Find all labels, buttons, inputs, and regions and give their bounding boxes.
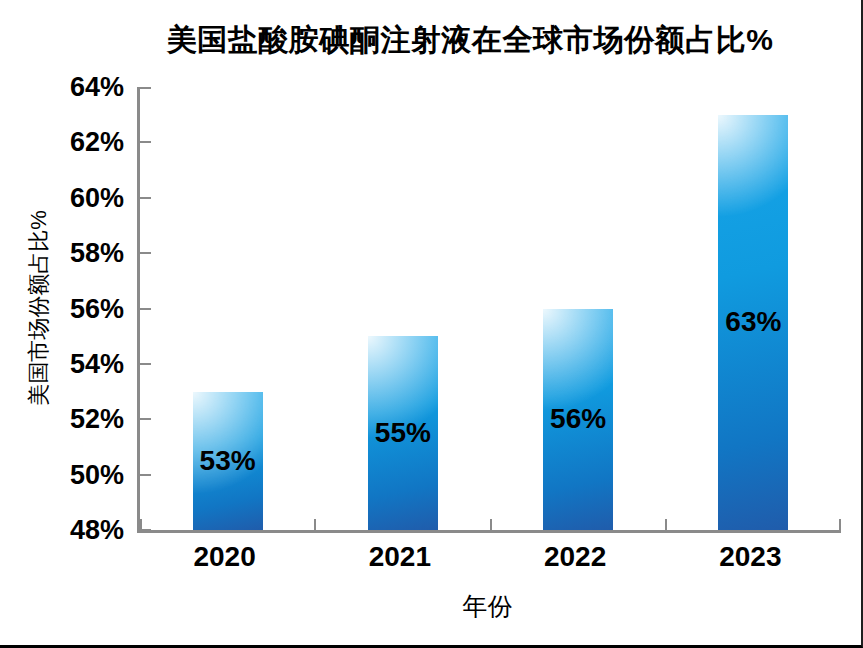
x-axis-tick: [490, 519, 492, 530]
x-axis-tick-label-2023: 2023: [680, 541, 820, 573]
y-axis-tick-label: 64%: [0, 74, 124, 101]
y-axis-tick-label: 62%: [0, 129, 124, 156]
bar-2023: 63%: [718, 115, 788, 530]
bar-value-label: 56%: [550, 403, 606, 435]
y-axis-tick-label: 54%: [0, 351, 124, 378]
y-axis-tick: [140, 418, 151, 420]
plot-area: 53% 55% 56% 63%: [137, 87, 841, 533]
y-axis-tick: [140, 197, 151, 199]
x-axis-tick-label-2020: 2020: [155, 541, 295, 573]
y-axis-tick-label: 52%: [0, 406, 124, 433]
x-axis-tick: [665, 519, 667, 530]
x-axis-tick: [140, 519, 142, 530]
y-axis-tick: [140, 474, 151, 476]
y-axis-tick: [140, 308, 151, 310]
bar-2021: 55%: [368, 336, 438, 530]
y-axis-tick: [140, 141, 151, 143]
bar-value-label: 63%: [725, 306, 781, 338]
bar-2020: 53%: [193, 392, 263, 530]
bar-value-label: 55%: [375, 417, 431, 449]
chart-title: 美国盐酸胺碘酮注射液在全球市场份额占比%: [120, 20, 820, 61]
y-axis-tick: [140, 252, 151, 254]
bar-value-label: 53%: [200, 445, 256, 477]
y-axis-tick-label: 50%: [0, 462, 124, 489]
bar-2022: 56%: [543, 309, 613, 531]
y-axis-tick-label: 48%: [0, 517, 124, 544]
x-axis-tick-label-2021: 2021: [330, 541, 470, 573]
bar-chart-figure: 美国盐酸胺碘酮注射液在全球市场份额占比% 美国市场份额占比% 53%55%56%…: [0, 0, 863, 648]
x-axis-title: 年份: [137, 590, 838, 623]
y-axis-tick-label: 58%: [0, 240, 124, 267]
x-axis-tick-label-2022: 2022: [505, 541, 645, 573]
y-axis-tick: [140, 363, 151, 365]
x-axis-tick: [839, 519, 841, 530]
y-axis-tick-label: 56%: [0, 296, 124, 323]
x-axis-tick: [314, 519, 316, 530]
y-axis-tick-label: 60%: [0, 185, 124, 212]
y-axis-tick: [140, 87, 151, 89]
